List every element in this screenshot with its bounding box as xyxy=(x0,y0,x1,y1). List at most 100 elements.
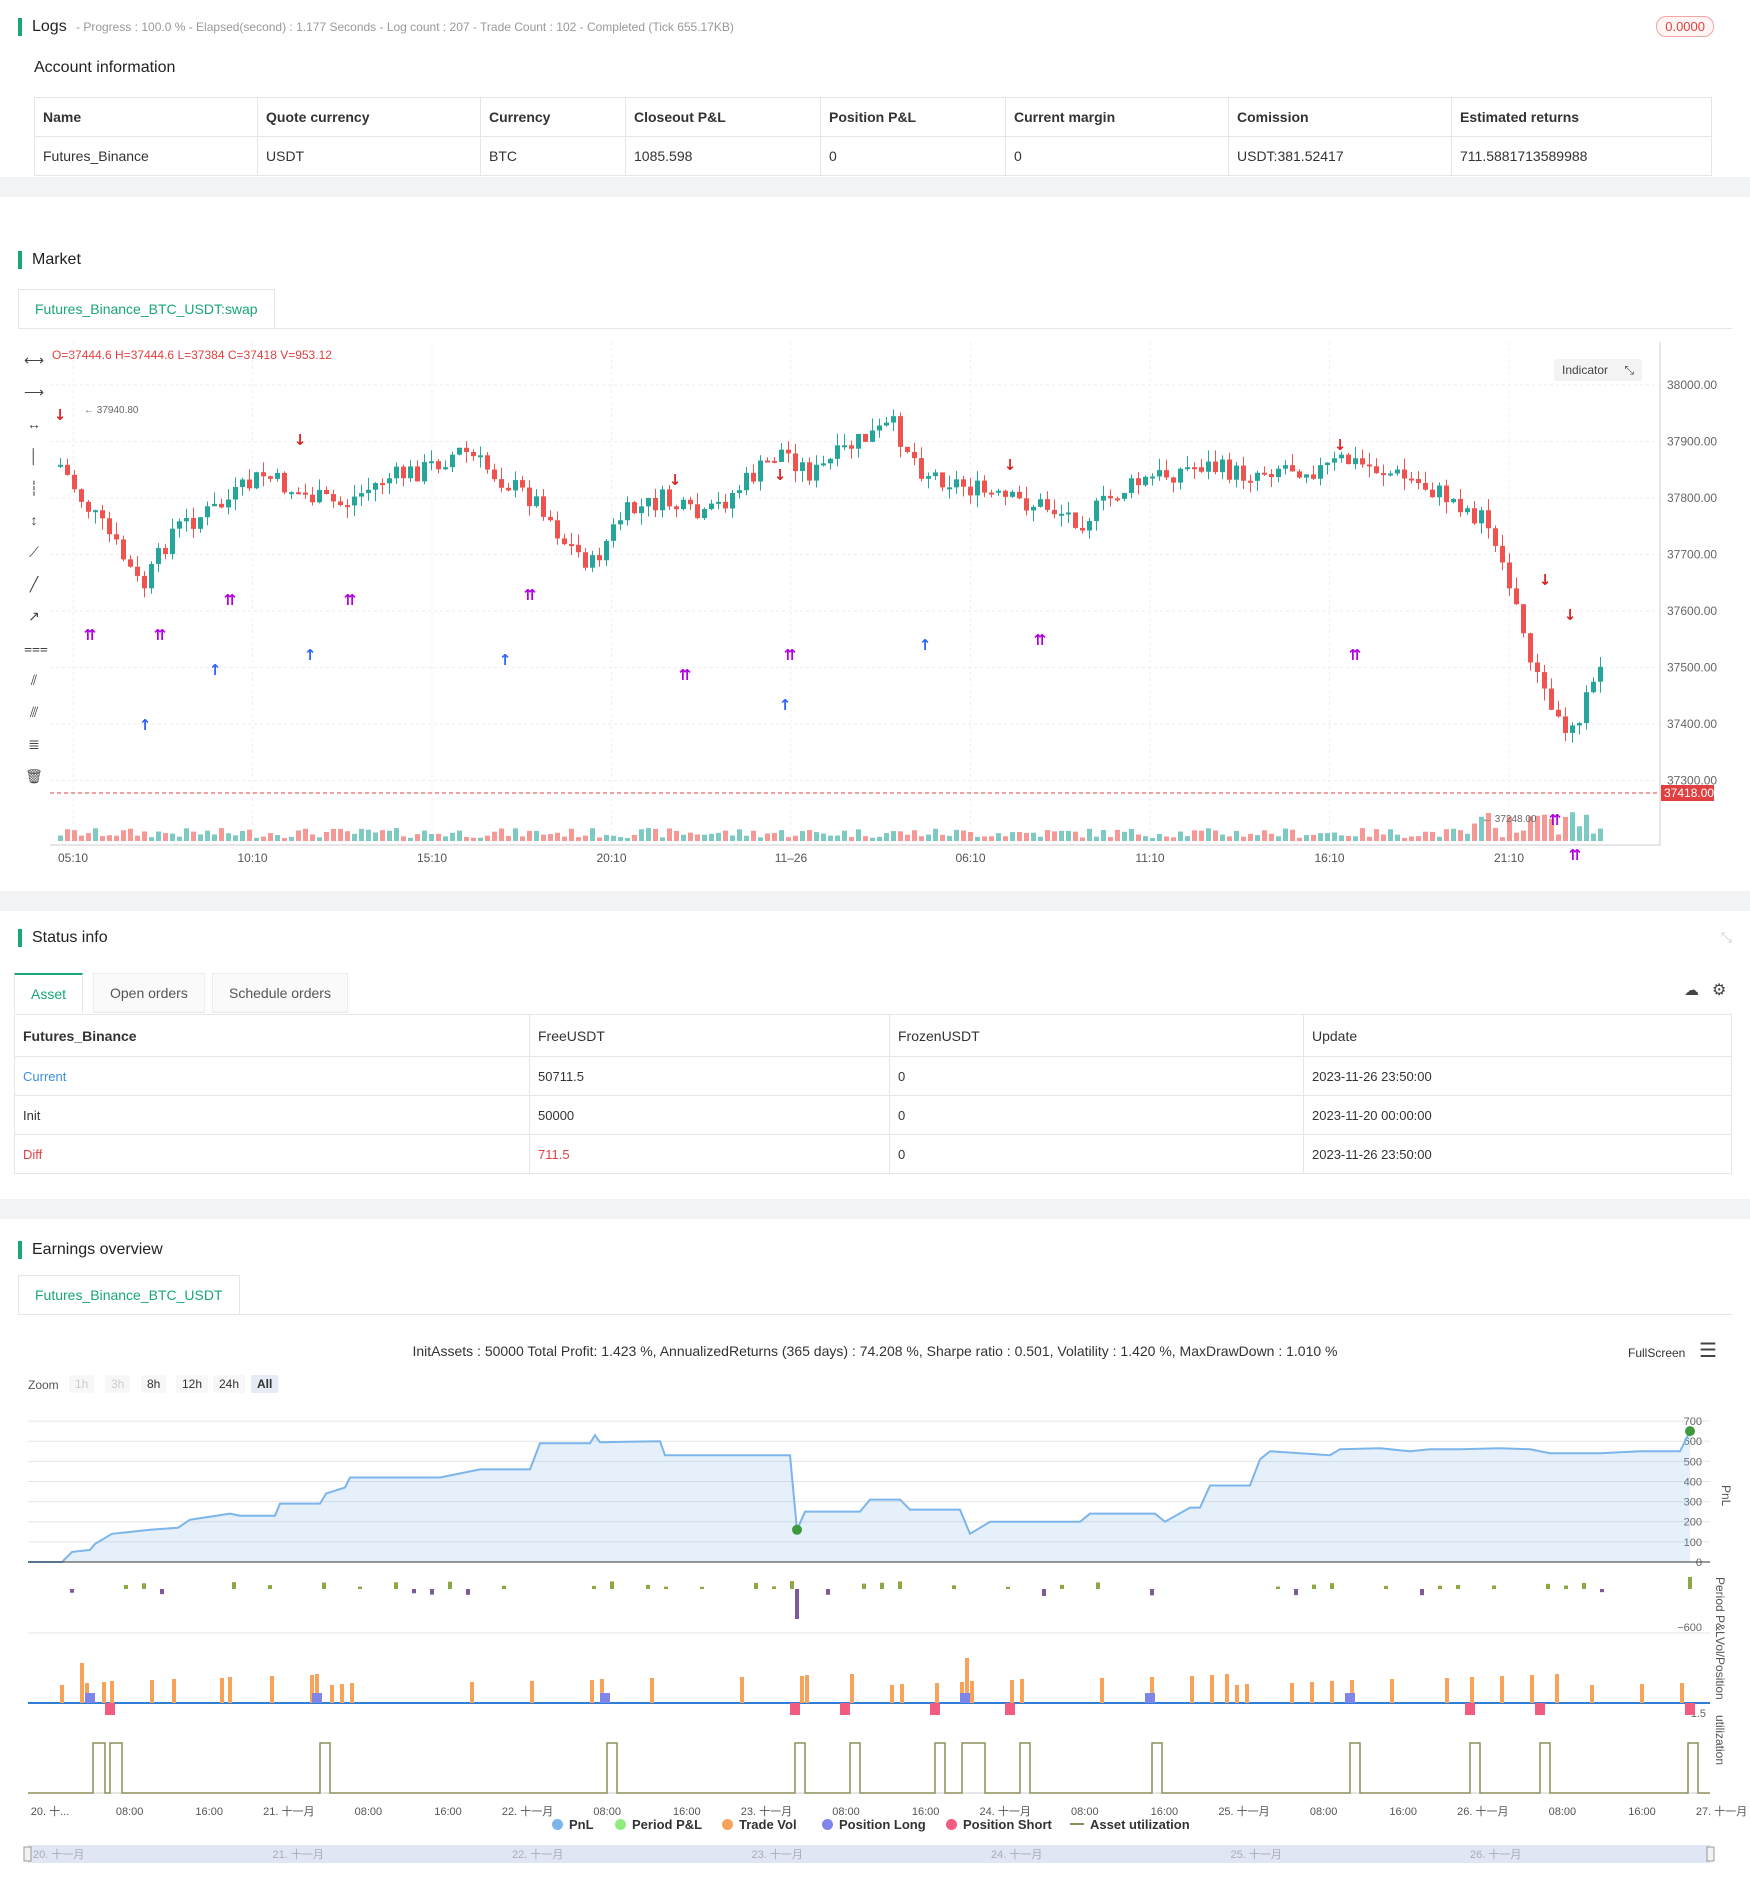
volume-bar xyxy=(1038,836,1043,841)
volume-bar xyxy=(898,831,903,841)
indicator-button[interactable]: Indicator ⤡ xyxy=(1554,359,1642,381)
vertical-line-tool-icon[interactable]: │ xyxy=(29,448,39,464)
legend-item[interactable]: Trade Vol xyxy=(722,1817,797,1832)
legend-item[interactable]: Position Long xyxy=(822,1817,926,1832)
candle-body xyxy=(968,486,973,496)
fullscreen-button[interactable]: FullScreen xyxy=(1628,1346,1686,1360)
position-short-bar xyxy=(105,1703,115,1715)
legend-item[interactable]: Period P&L xyxy=(615,1817,702,1832)
candle-body xyxy=(1346,454,1351,465)
volume-bar xyxy=(597,837,602,841)
trade-vol-bar xyxy=(1235,1685,1239,1703)
vertical-ray-tool-icon[interactable]: ↕ xyxy=(30,512,38,528)
fib-channel-tool-icon[interactable]: ⫻ xyxy=(29,704,39,720)
price-range-tool-icon[interactable]: ⩶ xyxy=(24,640,48,656)
candle-body xyxy=(1101,495,1106,501)
volume-bar xyxy=(842,830,847,841)
time-tick-label: 16:00 xyxy=(195,1806,223,1818)
legend-item[interactable]: Asset utilization xyxy=(1070,1817,1190,1832)
trade-vol-bar xyxy=(340,1684,344,1703)
volume-bar xyxy=(1374,829,1379,841)
legend-item[interactable]: PnL xyxy=(552,1817,594,1832)
candlestick-chart[interactable]: 38000.00 37900.00 37800.00 37700.00 37600.00… xyxy=(0,330,1750,890)
candle-body xyxy=(737,490,742,493)
period-pnl-bar xyxy=(790,1581,794,1589)
parallel-channel-tool-icon[interactable]: ⫽ xyxy=(30,672,38,688)
volume-bar xyxy=(1003,836,1008,841)
tab-open-orders[interactable]: Open orders xyxy=(93,973,205,1013)
candle-body xyxy=(1297,471,1302,478)
account-header: Currency xyxy=(480,97,626,137)
market-panel: Market Futures_Binance_BTC_USDT:swap ⟷ ⟶… xyxy=(0,197,1750,891)
volume-bar xyxy=(58,835,63,841)
volume-bar xyxy=(107,835,112,841)
tab-schedule-orders[interactable]: Schedule orders xyxy=(212,973,348,1013)
account-cell: USDT:381.52417 xyxy=(1228,136,1452,176)
collapse-icon[interactable]: ⤡ xyxy=(1720,929,1732,945)
expand-icon: ⤡ xyxy=(1624,363,1634,377)
volume-bar xyxy=(870,837,875,841)
fib-retracement-tool-icon[interactable]: ≣ xyxy=(28,736,40,752)
zoom-8h-button[interactable]: 8h xyxy=(141,1375,167,1393)
time-tick-label: 16:00 xyxy=(912,1806,940,1818)
high-price-label: ← 37940.80 xyxy=(84,405,139,416)
tab-asset[interactable]: Asset xyxy=(14,973,84,1013)
volume-bar xyxy=(471,837,476,841)
time-tick-label: 26. 十一月 xyxy=(1457,1804,1508,1818)
horizontal-line-tool-icon[interactable]: ⟷ xyxy=(24,352,45,368)
zoom-all-button[interactable]: All xyxy=(251,1375,279,1393)
candle-body xyxy=(1220,459,1225,473)
close-trade-marker-icon: ⇈ xyxy=(1569,846,1582,864)
account-header: Position P&L xyxy=(820,97,1006,137)
candle-body xyxy=(772,460,777,463)
volume-bar xyxy=(646,828,651,841)
zoom-24h-button[interactable]: 24h xyxy=(213,1375,246,1393)
trend-line-tool-icon[interactable]: ⟋ xyxy=(29,544,39,560)
trash-icon[interactable]: 🗑 xyxy=(25,768,43,784)
cloud-download-icon[interactable]: ☁ xyxy=(1684,982,1699,999)
navigator-tick-label: 25. 十一月 xyxy=(1231,1847,1282,1861)
candle-body xyxy=(1255,472,1260,481)
candle-body xyxy=(674,506,679,510)
trade-vol-bar xyxy=(600,1679,604,1703)
settings-gear-icon[interactable]: ⚙ xyxy=(1712,982,1727,999)
zoom-3h-button[interactable]: 3h xyxy=(105,1375,131,1393)
trade-vol-bar xyxy=(1245,1684,1249,1703)
candle-body xyxy=(506,487,511,491)
volume-bar xyxy=(982,836,987,841)
logs-badge[interactable]: 0.0000 xyxy=(1656,16,1714,37)
arrow-line-tool-icon[interactable]: ↗ xyxy=(28,608,40,624)
candle-body xyxy=(338,501,343,506)
trade-vol-bar xyxy=(315,1674,319,1703)
tab-earnings-symbol[interactable]: Futures_Binance_BTC_USDT xyxy=(18,1275,240,1314)
volume-bar xyxy=(1199,830,1204,841)
legend-item[interactable]: Position Short xyxy=(946,1817,1052,1832)
candle-body xyxy=(107,518,112,535)
zoom-1h-button[interactable]: 1h xyxy=(69,1375,95,1393)
horizontal-ray-tool-icon[interactable]: ⟶ xyxy=(24,384,45,400)
volume-bar xyxy=(1206,828,1211,841)
candle-body xyxy=(219,503,224,508)
ray-line-tool-icon[interactable]: ╱ xyxy=(29,576,39,592)
period-pnl-bar xyxy=(1688,1577,1692,1589)
menu-icon[interactable]: ☰ xyxy=(1699,1340,1717,1362)
util-axis-label: utilization xyxy=(1713,1715,1727,1765)
trade-vol-bar xyxy=(330,1685,334,1703)
vertical-segment-tool-icon[interactable]: ┆ xyxy=(29,480,39,496)
asset-header: FreeUSDT xyxy=(529,1014,890,1057)
candle-body xyxy=(688,499,693,505)
account-table: Name Quote currency Currency Closeout P&… xyxy=(34,97,1712,176)
tab-market-swap[interactable]: Futures_Binance_BTC_USDT:swap xyxy=(18,289,275,328)
zoom-12h-button[interactable]: 12h xyxy=(176,1375,209,1393)
volume-bar xyxy=(121,830,126,841)
time-tick-label: 24. 十一月 xyxy=(980,1804,1031,1818)
volume-bar xyxy=(212,834,217,841)
logs-summary: - Progress : 100.0 % - Elapsed(second) :… xyxy=(76,20,734,34)
trade-vol-bar xyxy=(800,1676,804,1703)
period-pnl-bar xyxy=(502,1585,506,1589)
extended-line-tool-icon[interactable]: ↔ xyxy=(27,416,41,432)
asset-table: Futures_Binance FreeUSDT FrozenUSDT Upda… xyxy=(14,1014,1732,1174)
volume-bar xyxy=(758,837,763,841)
volume-bar xyxy=(520,836,525,841)
